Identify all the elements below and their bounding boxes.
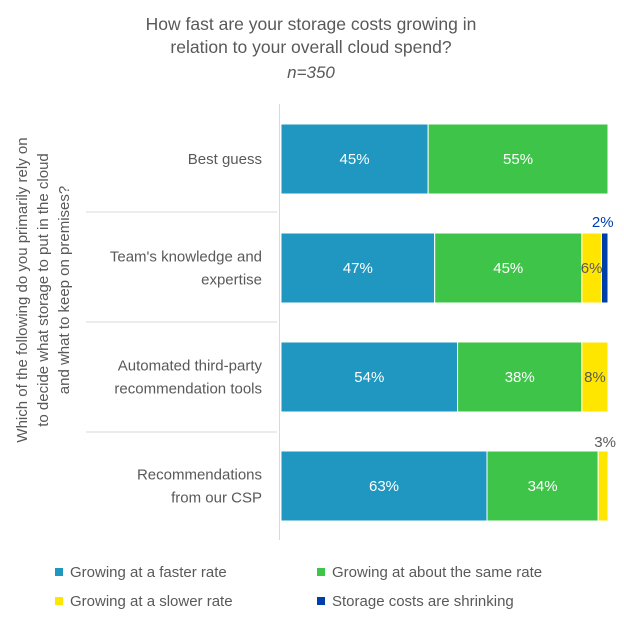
title-line-1: How fast are your storage costs growing … [146, 14, 477, 34]
title-line-2: relation to your overall cloud spend? [170, 37, 451, 57]
y-axis-label-line: Which of the following do you primarily … [14, 137, 31, 442]
value-label: 45% [340, 151, 370, 168]
bar-segment [280, 341, 459, 413]
value-labels: 45% 55% 47% 45% 6% 2% 54% 38% 8% 63% 34% 3% [340, 151, 616, 495]
legend-swatch [55, 568, 63, 576]
chart-subtitle: n=350 [287, 63, 335, 82]
bar-segment [280, 450, 488, 522]
category-separators [86, 104, 280, 540]
bar-segment [280, 232, 436, 304]
bar-segment [600, 232, 609, 304]
legend-label: Growing at a slower rate [70, 593, 233, 610]
value-label: 55% [503, 151, 533, 168]
value-label: 34% [528, 478, 558, 495]
category-label: expertise [201, 272, 262, 289]
legend-swatch [317, 597, 325, 605]
value-label: 63% [369, 478, 399, 495]
legend: Growing at a faster rate Growing at about… [55, 564, 542, 610]
bar-segment [581, 341, 609, 413]
chart-title: How fast are your storage costs growing … [146, 14, 477, 57]
legend-swatch [55, 597, 63, 605]
y-axis-label: Which of the following do you primarily … [14, 137, 73, 442]
value-label: 6% [581, 260, 603, 277]
y-axis-label-line: and what to keep on premises? [56, 186, 73, 394]
value-label: 3% [594, 434, 616, 451]
legend-label: Storage costs are shrinking [332, 593, 514, 610]
category-label: Recommendations [137, 467, 262, 484]
value-label: 45% [493, 260, 523, 277]
category-label: recommendation tools [114, 381, 262, 398]
value-label: 8% [584, 369, 606, 386]
bar-segment [434, 232, 583, 304]
bars [280, 123, 609, 522]
legend-swatch [317, 568, 325, 576]
value-label: 54% [354, 369, 384, 386]
category-label: from our CSP [171, 490, 262, 507]
value-label: 47% [343, 260, 373, 277]
legend-label: Growing at a faster rate [70, 564, 227, 581]
value-label: 38% [505, 369, 535, 386]
bar-segment [597, 450, 609, 522]
category-label: Best guess [188, 151, 262, 168]
value-label: 2% [592, 214, 614, 231]
bar-segment [280, 123, 429, 195]
legend-label: Growing at about the same rate [332, 564, 542, 581]
category-label: Automated third-party [118, 358, 263, 375]
category-labels: Best guess Team's knowledge and expertise A… [110, 151, 263, 507]
category-label: Team's knowledge and [110, 249, 262, 266]
y-axis-label-line: to decide what storage to put in the clo… [35, 153, 52, 427]
bar-segment [457, 341, 583, 413]
bar-segment [427, 123, 609, 195]
